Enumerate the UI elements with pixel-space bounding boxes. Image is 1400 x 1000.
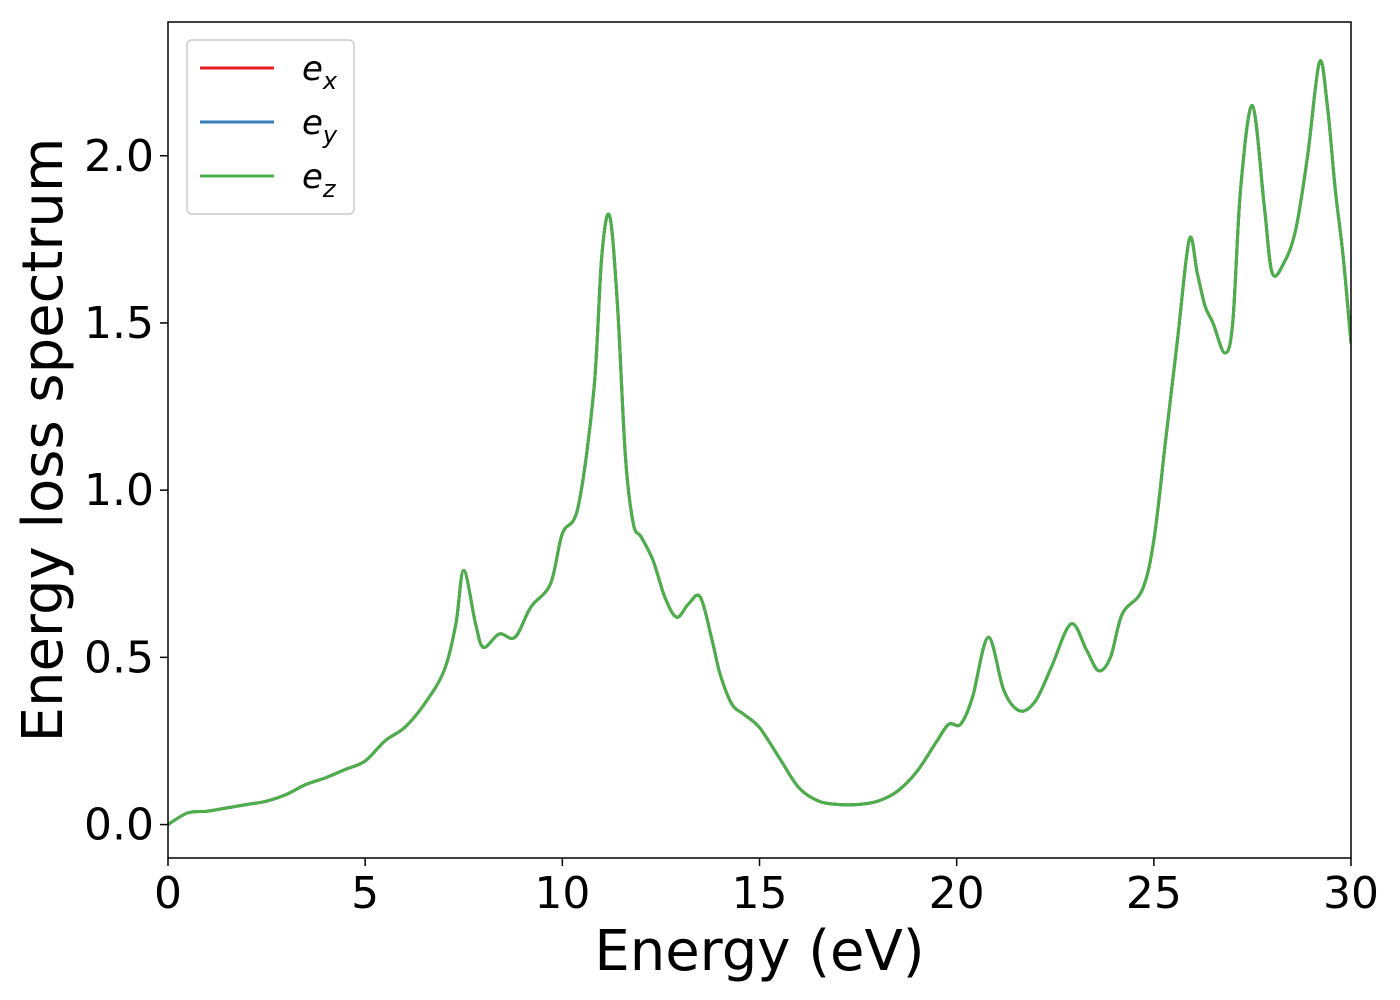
x-tick-label: 15 [732, 868, 788, 919]
x-tick-label: 5 [351, 868, 379, 919]
x-tick-label: 10 [534, 868, 590, 919]
legend-label-e-z: ez [302, 157, 337, 203]
legend-box [186, 39, 355, 215]
legend-label-subscript: y [322, 121, 338, 149]
x-tick-label: 0 [154, 868, 182, 919]
y-axis-label: Energy loss spectrum [11, 138, 76, 743]
x-axis-label: Energy (eV) [594, 919, 924, 984]
legend-label-base: e [302, 103, 323, 143]
legend-label-e-y: ey [302, 103, 338, 149]
legend-label-subscript: z [322, 175, 337, 203]
x-tick-label: 20 [929, 868, 985, 919]
legend-label-base: e [302, 49, 323, 89]
series-line-e-z [168, 59, 1351, 827]
y-tick-label: 1.0 [84, 465, 154, 516]
x-axis: 0 5 10 15 20 25 30 [154, 858, 1379, 919]
y-tick-label: 0.5 [84, 632, 154, 683]
legend-label-e-x: ex [302, 49, 338, 95]
x-tick-label: 30 [1323, 868, 1379, 919]
legend-label-base: e [302, 157, 323, 197]
y-tick-label: 2.0 [84, 131, 154, 182]
y-tick-label: 1.5 [84, 298, 154, 349]
legend-label-subscript: x [322, 67, 338, 95]
series-layer [168, 59, 1351, 827]
x-tick-label: 25 [1126, 868, 1182, 919]
y-axis: 0.0 0.5 1.0 1.5 2.0 [84, 131, 168, 851]
y-tick-label: 0.0 [84, 800, 154, 851]
